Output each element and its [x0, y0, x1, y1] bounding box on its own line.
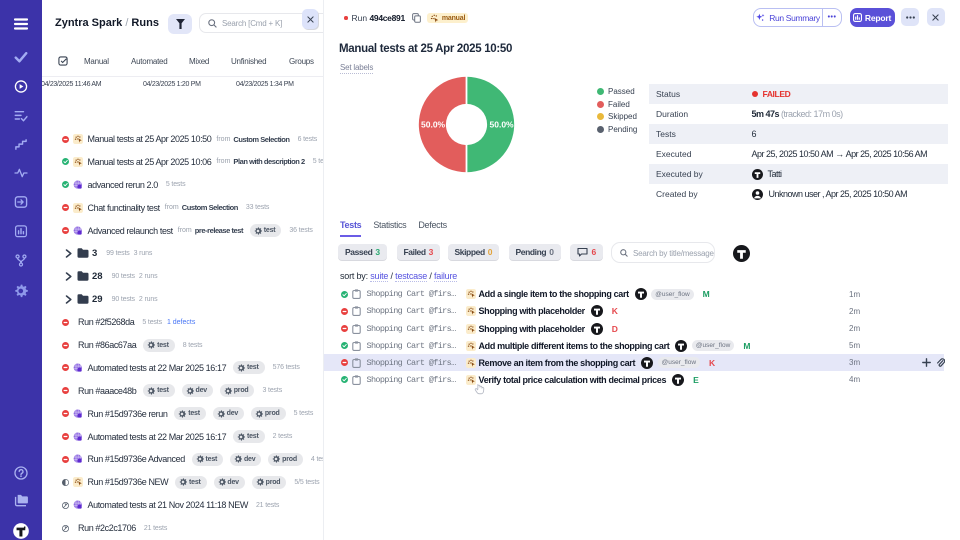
svg-text:50.0%: 50.0%	[421, 120, 446, 130]
svg-text:50.0%: 50.0%	[490, 120, 515, 130]
